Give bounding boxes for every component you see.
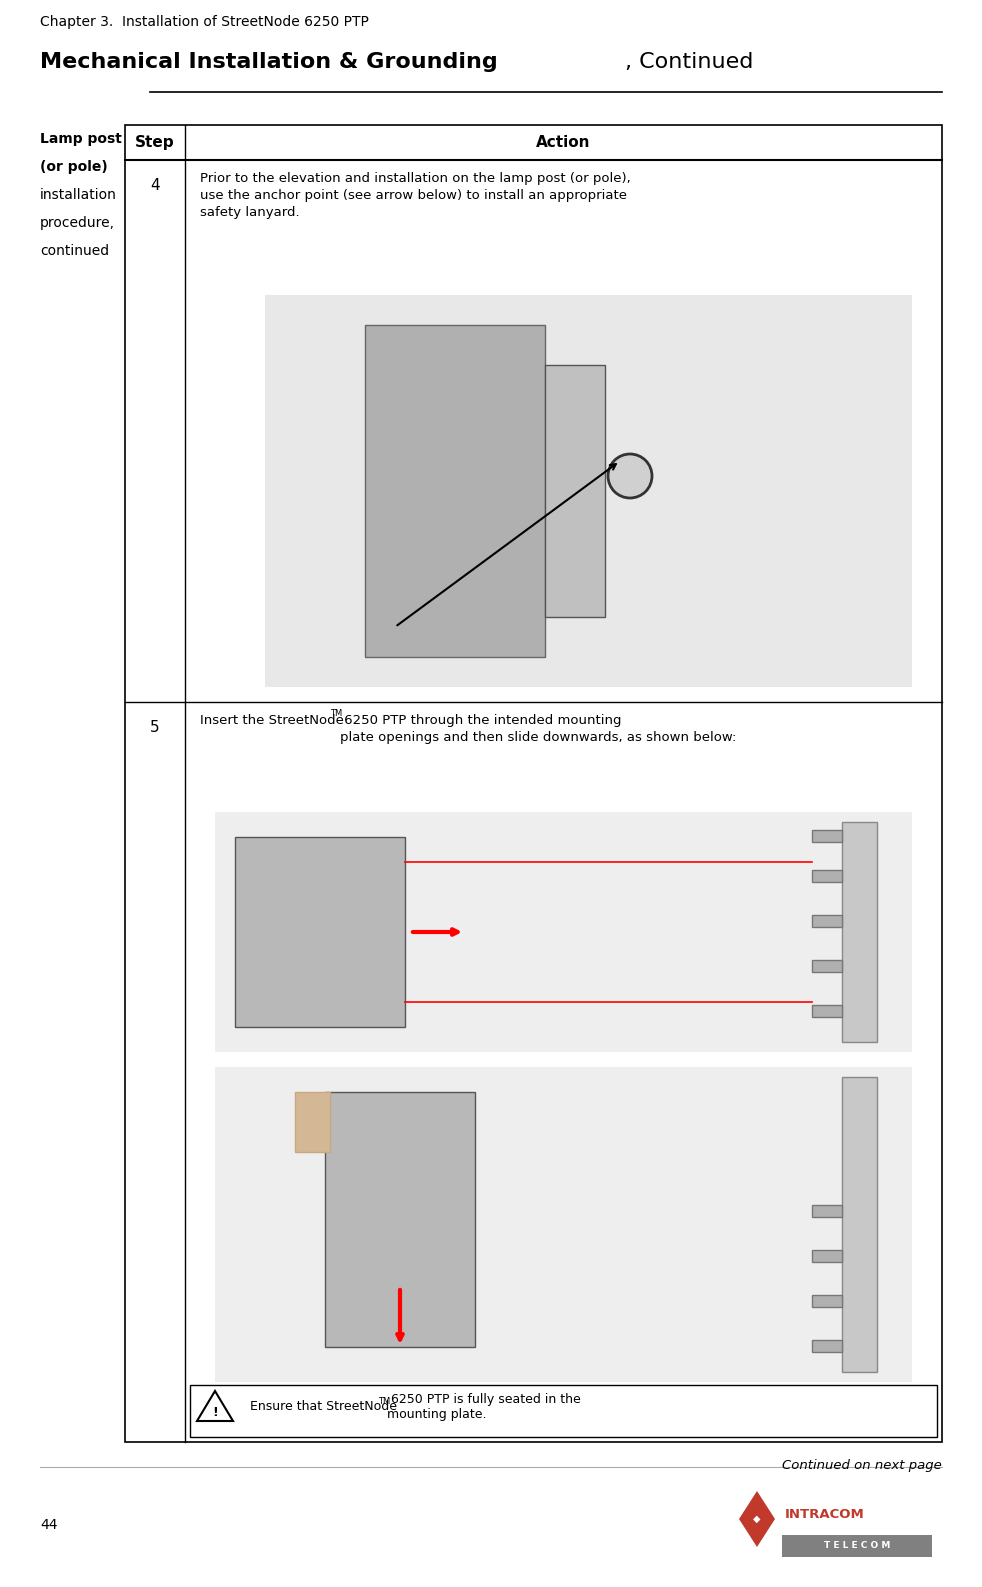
Bar (215, 1066, 912, 1382)
Text: Insert the StreetNode: Insert the StreetNode (200, 714, 344, 727)
Bar (842, 1078, 877, 1373)
Bar (812, 830, 842, 843)
Text: Step: Step (136, 135, 175, 151)
Text: installation: installation (40, 187, 117, 202)
Bar (812, 1251, 842, 1262)
Text: 4: 4 (150, 178, 160, 194)
Bar (365, 325, 545, 657)
Text: Continued on next page: Continued on next page (783, 1458, 942, 1473)
Text: T E L E C O M: T E L E C O M (824, 1541, 891, 1550)
Text: , Continued: , Continued (625, 52, 753, 71)
Text: continued: continued (40, 244, 109, 259)
Text: Ensure that StreetNode: Ensure that StreetNode (250, 1400, 397, 1414)
Polygon shape (197, 1390, 233, 1420)
Text: 44: 44 (40, 1519, 58, 1531)
Text: ◆: ◆ (753, 1514, 761, 1524)
Text: 6250 PTP through the intended mounting
plate openings and then slide downwards, : 6250 PTP through the intended mounting p… (340, 714, 736, 744)
Bar (295, 1092, 330, 1152)
Text: Chapter 3.  Installation of StreetNode 6250 PTP: Chapter 3. Installation of StreetNode 62… (40, 14, 369, 29)
Bar (812, 1339, 842, 1352)
Circle shape (608, 454, 652, 498)
Text: TM: TM (378, 1398, 390, 1406)
Bar (215, 813, 912, 1052)
Bar (782, 1535, 932, 1557)
Text: 6250 PTP is fully seated in the
mounting plate.: 6250 PTP is fully seated in the mounting… (387, 1393, 580, 1420)
Bar (325, 1092, 475, 1347)
Bar (265, 295, 912, 687)
Bar (812, 1005, 842, 1017)
Text: (or pole): (or pole) (40, 160, 108, 175)
Polygon shape (739, 1492, 775, 1547)
Bar (812, 1205, 842, 1217)
Bar (812, 1295, 842, 1308)
Text: 5: 5 (150, 720, 160, 735)
Text: TM: TM (330, 709, 343, 717)
Bar (812, 870, 842, 882)
Text: procedure,: procedure, (40, 216, 115, 230)
Text: !: ! (212, 1406, 218, 1419)
Bar (842, 822, 877, 1043)
Text: Action: Action (536, 135, 591, 151)
Bar (235, 836, 405, 1027)
Text: Prior to the elevation and installation on the lamp post (or pole),
use the anch: Prior to the elevation and installation … (200, 171, 630, 219)
Bar (125, 125, 942, 1443)
Bar (812, 916, 842, 927)
Text: Lamp post: Lamp post (40, 132, 122, 146)
Bar (812, 960, 842, 971)
Bar (545, 365, 605, 617)
Bar (190, 1385, 937, 1436)
Text: Mechanical Installation & Grounding: Mechanical Installation & Grounding (40, 52, 498, 71)
Text: INTRACOM: INTRACOM (785, 1508, 865, 1520)
